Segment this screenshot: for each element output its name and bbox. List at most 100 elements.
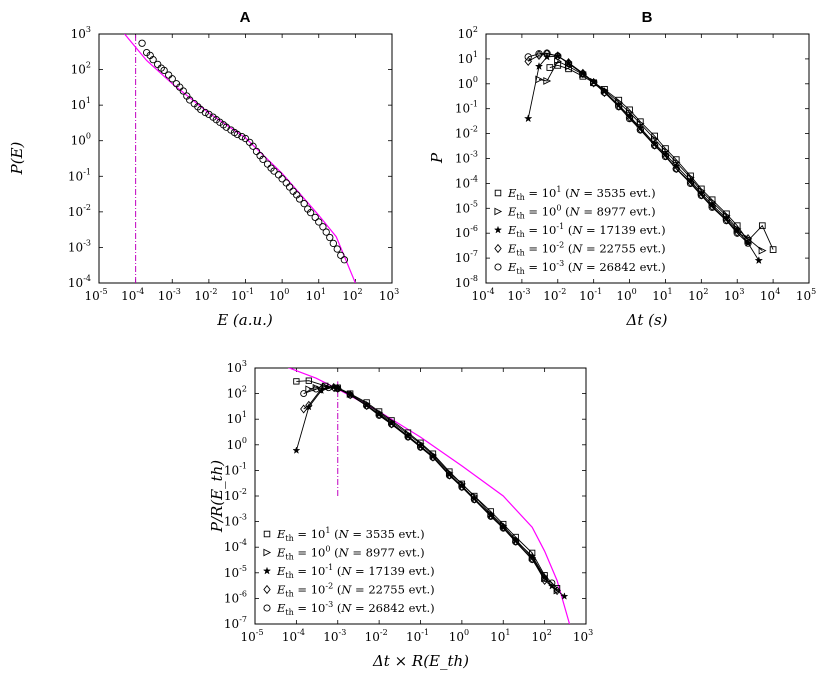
panel-a-ticks: 10-5 10-4 10-3 10-2 10-1 100 101 102 10310-410-3… [68,25,399,303]
data-point-circle [524,53,532,61]
data-point-circle [312,385,320,393]
panel-a-plot-area [98,33,393,284]
panel-b-plot-area [485,33,810,284]
x-tick-label: 10-3 [323,628,346,644]
y-tick-label: 10-7 [224,615,247,631]
y-tick-label: 101 [71,96,91,112]
y-tick-label: 102 [227,385,247,401]
data-point-circle [375,412,383,419]
data-point-circle [201,108,209,117]
x-tick-label: 101 [652,287,672,303]
panel-a-title: A [240,9,251,26]
data-point-circle [650,141,659,150]
data-point-circle [458,483,466,491]
data-point-circle [138,39,146,47]
data-point-circle [697,191,705,200]
data-point-circle [417,443,424,451]
y-tick-label: 10-2 [455,125,478,141]
data-point-circle [600,88,609,97]
data-point-circle [548,579,556,587]
data-point-star [754,256,764,265]
legend-entry: Eth = 100 (N = 8977 evt.) [276,545,425,562]
panel-c-plot-area [254,367,587,625]
y-tick-label: 100 [227,436,247,452]
legend-marker-diamond [263,584,271,595]
data-point-circle [744,239,752,247]
data-point-circle [445,472,453,479]
panel-a-reference-lines [124,34,356,283]
data-point-circle [672,165,680,173]
y-tick-label: 103 [71,25,91,41]
x-tick-label: 105 [796,287,816,303]
legend-marker-square [494,189,502,197]
panel-c-data [292,377,569,600]
fit-curve [124,34,356,283]
legend-entry: Eth = 10-1 (N = 17139 evt.) [276,563,435,580]
data-point-square [769,246,777,253]
y-tick-label: 10-6 [224,589,247,605]
data-point-circle [722,216,731,225]
data-point-circle [733,229,741,237]
y-tick-label: 10-1 [455,100,478,116]
panel-b: B 10-4 10-3 10-2 10-1 100 101 102 103 104 105 10-8… [428,9,816,329]
x-tick-label: 10-2 [365,628,388,644]
data-point-circle [487,512,495,520]
data-point-circle [543,49,551,57]
legend-entry: Eth = 10-3 (N = 26842 evt.) [507,259,666,276]
data-point-diamond [543,49,551,59]
data-point-circle [346,391,354,399]
data-point-circle [388,420,396,428]
y-tick-label: 10-2 [68,203,91,219]
y-tick-label: 101 [458,50,478,66]
y-tick-label: 101 [227,410,247,426]
legend-entry: Eth = 10-1 (N = 17139 evt.) [507,222,666,239]
legend-entry: Eth = 100 (N = 8977 evt.) [507,204,656,221]
data-point-circle [325,384,333,392]
data-point-circle [337,251,345,259]
y-tick-label: 10-2 [224,487,247,503]
data-point-circle [326,233,334,242]
panel-a: A 10-5 10-4 10-3 10-2 10-1 100 101 102 10310-410… [8,9,399,329]
x-tick-label: 10-1 [579,287,602,303]
x-tick-label: 10-3 [507,287,530,303]
data-point-circle [249,142,257,150]
data-point-diamond [554,51,562,61]
data-point-square [305,377,312,384]
data-point-circle [636,126,645,134]
x-tick-label: 100 [616,287,636,303]
panel-c-xlabel: Δt × R(E_th) [372,652,469,670]
legend-marker-diamond [494,243,502,254]
x-tick-label: 100 [449,628,469,644]
data-point-circle [564,59,573,68]
x-tick-label: 101 [490,628,510,644]
y-tick-label: 10-6 [455,224,478,240]
x-tick-label: 103 [724,287,744,303]
data-point-circle [311,213,319,222]
panel-c-ylabel: P/R(E_th) [208,460,226,533]
data-point-circle [168,75,176,83]
data-point-diamond [524,56,532,67]
data-point-circle [179,87,187,95]
data-point-circle [708,203,716,211]
x-tick-label: 10-5 [240,628,263,644]
panel-a-data [138,39,348,264]
data-point-circle [404,433,412,441]
y-tick-label: 10-7 [455,249,478,265]
data-point-circle [300,390,308,398]
data-point-triangle-right [758,246,767,255]
legend-marker-star [493,225,503,234]
x-tick-label: 10-4 [282,628,305,644]
data-point-circle [300,200,308,208]
x-tick-label: 100 [269,287,289,303]
data-point-circle [470,496,478,504]
x-tick-label: 10-5 [84,287,107,303]
panel-b-ticks: 10-4 10-3 10-2 10-1 100 101 102 103 104 10510-810… [455,25,816,303]
legend-entry: Eth = 101 (N = 3535 evt.) [507,185,656,202]
panel-b-data [523,49,777,265]
data-point-circle [315,218,323,226]
series-line [549,64,774,250]
data-point-star [560,592,569,600]
data-point-square [758,222,766,230]
y-tick-label: 10-4 [455,174,478,190]
